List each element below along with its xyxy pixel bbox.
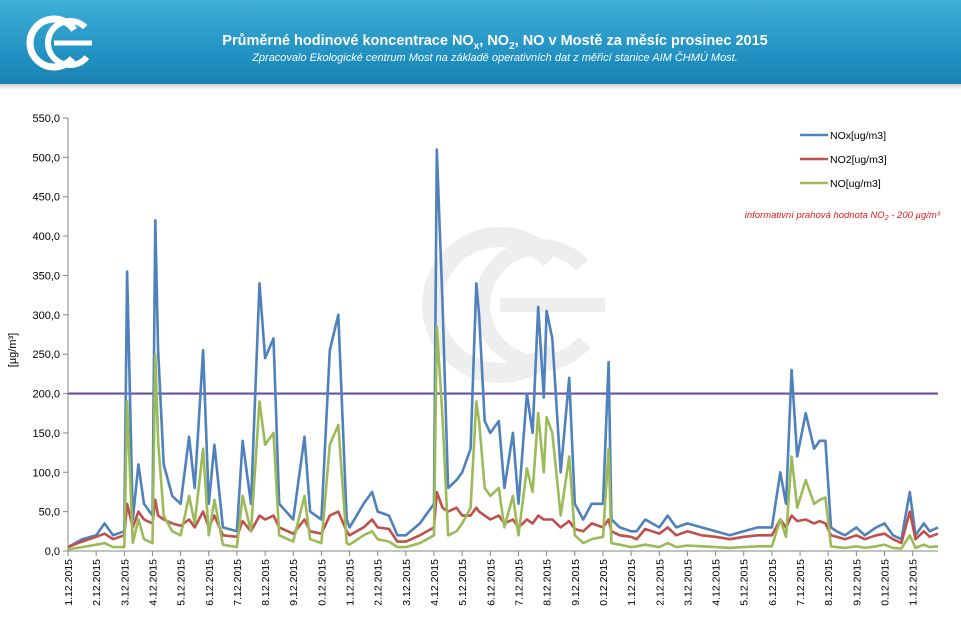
legend-label: NO2[ug/m3]: [830, 154, 887, 166]
y-tick-label: 200,0: [32, 389, 60, 401]
series-line-no: [67, 325, 939, 551]
series-layer: [67, 148, 939, 551]
y-tick-label: 50,0: [39, 507, 60, 519]
x-tick-label: 5.12.2015: [739, 559, 751, 606]
legend: NOx[ug/m3] NO2[ug/m3] NO[ug/m3]: [800, 130, 887, 190]
x-tick-label: 9.12.2015: [570, 559, 582, 606]
x-tick-label: 3.12.2015: [119, 559, 131, 606]
x-tick-label: 8.12.2015: [823, 559, 835, 606]
y-tick-label: 250,0: [32, 349, 60, 361]
x-tick-label: 7.12.2015: [513, 559, 525, 606]
y-tick-label: 150,0: [32, 428, 60, 440]
page-subtitle: Zpracovalo Ekologické centrum Most na zá…: [252, 52, 738, 64]
x-tick-label: 6.12.2015: [204, 559, 216, 606]
x-tick-label: 3.12.2015: [682, 559, 694, 606]
x-tick-label: 6.12.2015: [767, 559, 779, 606]
x-tick-label: 4.12.2015: [711, 559, 723, 606]
y-tick-label: 450,0: [32, 192, 60, 204]
x-tick-label: 1.12.2015: [63, 559, 75, 606]
x-tick-label: 9.12.2015: [851, 559, 863, 606]
y-axis: 0,0 50,0 100,0 150,0 200,0 250,0 300,0 350,0 400…: [32, 113, 69, 558]
x-tick-label: 4.12.2015: [429, 559, 441, 606]
page-title: Průměrné hodinové koncentrace NOx, NO2, …: [222, 33, 768, 52]
x-tick-label: 7.12.2015: [232, 559, 244, 606]
x-tick-label: 8.12.2015: [260, 559, 272, 606]
x-tick-label: 1.12.2015: [626, 559, 638, 606]
line-chart: 0,0 50,0 100,0 150,0 200,0 250,0 300,0 350,0 400…: [7, 113, 941, 606]
x-tick-label: 0.12.2015: [880, 559, 892, 606]
y-tick-label: 100,0: [32, 467, 60, 479]
x-tick-label: 5.12.2015: [176, 559, 188, 606]
threshold-label: informativní prahová hodnota NO2 - 200 µ…: [745, 210, 941, 222]
y-tick-label: 500,0: [32, 152, 60, 164]
header-banner: [0, 0, 961, 84]
y-axis-label: [µg/m³]: [7, 333, 19, 367]
x-tick-label: 8.12.2015: [542, 559, 554, 606]
x-tick-label: 9.12.2015: [288, 559, 300, 606]
y-tick-label: 400,0: [32, 231, 60, 243]
x-tick-label: 6.12.2015: [485, 559, 497, 606]
x-tick-label: 2.12.2015: [91, 559, 103, 606]
x-tick-label: 0.12.2015: [316, 559, 328, 606]
x-tick-label: 1.12.2015: [345, 559, 357, 606]
y-tick-label: 300,0: [32, 310, 60, 322]
x-tick-label: 5.12.2015: [457, 559, 469, 606]
series-line-no2: [67, 490, 939, 549]
y-tick-label: 350,0: [32, 270, 60, 282]
x-tick-label: 4.12.2015: [147, 559, 159, 606]
legend-label: NOx[ug/m3]: [830, 130, 886, 142]
x-tick-label: 1.12.2015: [908, 559, 920, 606]
x-tick-label: 2.12.2015: [373, 559, 385, 606]
ec-logo-icon: [26, 15, 95, 71]
x-tick-label: 0.12.2015: [598, 559, 610, 606]
y-tick-label: 0,0: [45, 546, 60, 558]
header-shadow: [0, 84, 961, 90]
x-axis: 1.12.2015 2.12.2015 3.12.2015 4.12.2015 5.12…: [63, 550, 938, 606]
x-tick-label: 3.12.2015: [401, 559, 413, 606]
series-line-nox: [67, 148, 939, 549]
legend-label: NO[ug/m3]: [830, 178, 881, 190]
x-tick-label: 7.12.2015: [795, 559, 807, 606]
y-tick-label: 550,0: [32, 113, 60, 125]
x-tick-label: 2.12.2015: [654, 559, 666, 606]
